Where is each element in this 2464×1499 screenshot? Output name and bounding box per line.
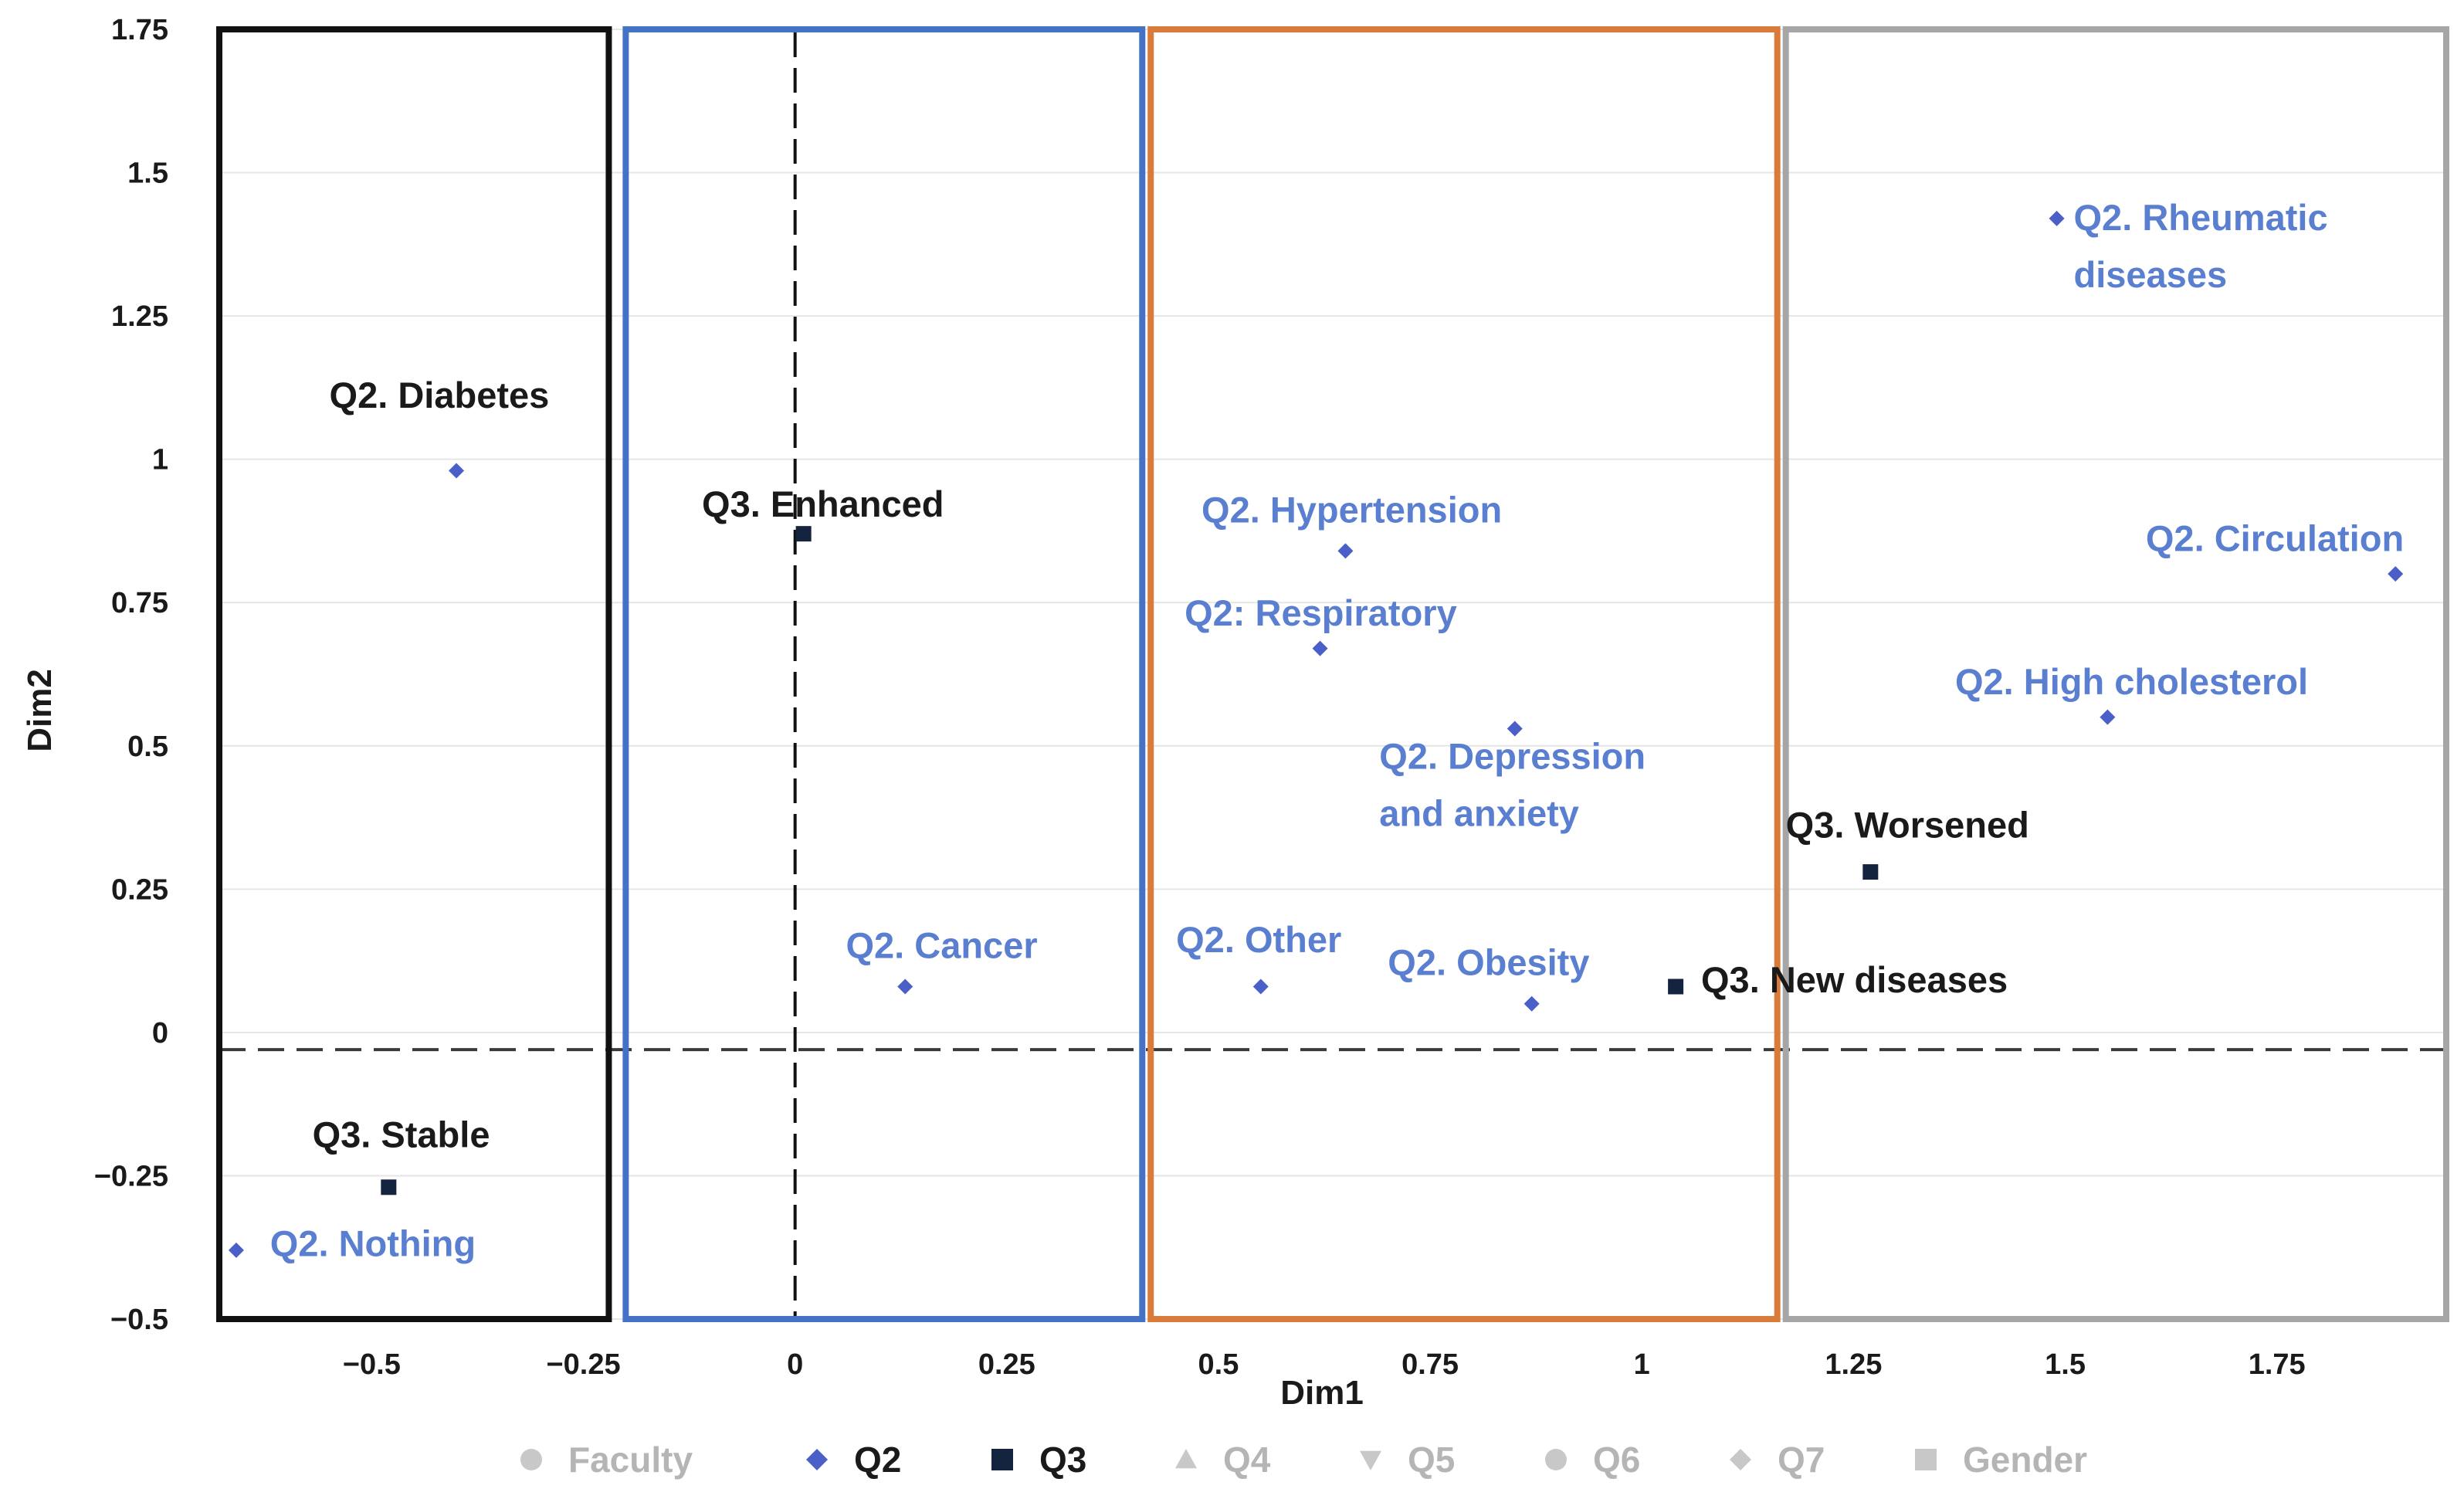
q2-point-marker — [2388, 566, 2404, 582]
y-tick-label: 0.5 — [127, 731, 168, 763]
y-tick-label: 0.25 — [111, 873, 168, 906]
q2-point-marker — [2100, 709, 2116, 725]
legend-item: Q7 — [1730, 1440, 1825, 1480]
legend-item: Gender — [1915, 1440, 2087, 1480]
y-axis-title: Dim2 — [21, 669, 59, 752]
y-tick-label: −0.5 — [110, 1304, 168, 1336]
legend-marker-square-icon — [991, 1449, 1013, 1470]
y-tick-label: 0 — [152, 1017, 168, 1050]
legend-item: Q5 — [1360, 1440, 1455, 1480]
q3-point-label: Q3. Enhanced — [702, 483, 944, 524]
x-tick-label: 1 — [1634, 1348, 1650, 1381]
y-tick-label: 1 — [152, 444, 168, 476]
q2-point-marker — [1312, 640, 1328, 656]
legend-marker-diamond-icon — [1730, 1449, 1751, 1470]
y-tick-label: 1.25 — [111, 300, 168, 333]
x-tick-label: 0.75 — [1401, 1348, 1459, 1381]
x-tick-label: 0 — [787, 1348, 803, 1381]
region-cluster-3 — [1147, 26, 1781, 1322]
q2-point-marker — [449, 463, 465, 479]
q2-point-label: Q2. Rheumatic diseases — [2074, 197, 2328, 295]
x-tick-label: 1.5 — [2045, 1348, 2086, 1381]
x-tick-label: −0.25 — [546, 1348, 620, 1381]
q3-point-marker — [1862, 864, 1879, 880]
q2-point-marker — [1252, 978, 1269, 995]
legend-item: Q6 — [1545, 1440, 1640, 1480]
q3-point-marker — [795, 526, 812, 542]
q3-point-marker — [381, 1179, 397, 1195]
legend-marker-diamond-icon — [806, 1449, 828, 1470]
q2-point-label: Q2. Hypertension — [1201, 489, 1502, 530]
y-tick-label: 1.5 — [127, 158, 168, 190]
q2-point-label: Q2. High cholesterol — [1955, 661, 2308, 702]
legend-marker-square-icon — [1915, 1449, 1937, 1470]
q3-point-label: Q3. Worsened — [1786, 805, 2029, 846]
region-cluster-4 — [1782, 26, 2449, 1322]
legend-marker-circle-icon — [520, 1449, 542, 1470]
q2-point-label: Q2. Obesity — [1388, 942, 1589, 983]
q3-point-label: Q3. Stable — [313, 1114, 490, 1155]
x-tick-label: 0.25 — [978, 1348, 1035, 1381]
q2-point-marker — [1523, 995, 1540, 1012]
legend-item: Q4 — [1175, 1440, 1271, 1480]
legend-label: Q5 — [1408, 1440, 1455, 1480]
legend-label: Q6 — [1593, 1440, 1640, 1480]
q2-point-label: Q2. Nothing — [270, 1223, 476, 1263]
y-tick-label: 1.75 — [111, 14, 168, 46]
q2-point-marker — [1337, 543, 1354, 559]
q2-point-marker — [897, 978, 913, 995]
q3-point-label: Q3. New diseases — [1701, 959, 2008, 1000]
y-tick-label: −0.25 — [94, 1160, 168, 1192]
legend-label: Q2 — [854, 1440, 901, 1480]
legend-item: Faculty — [520, 1440, 693, 1480]
x-tick-label: 1.75 — [2249, 1348, 2306, 1381]
region-cluster-1 — [216, 26, 612, 1322]
q2-point-label: Q2: Respiratory — [1185, 592, 1457, 633]
x-tick-label: −0.5 — [343, 1348, 401, 1381]
x-axis-title: Dim1 — [1280, 1374, 1364, 1412]
q2-point-marker — [1507, 721, 1523, 737]
q2-point-label: Q2. Circulation — [2146, 517, 2404, 558]
q2-point-label: Q2. Cancer — [846, 924, 1037, 965]
legend-marker-triangle-up-icon — [1175, 1449, 1197, 1469]
legend-item: Q2 — [806, 1440, 901, 1480]
legend-label: Q7 — [1778, 1440, 1825, 1480]
y-tick-label: 0.75 — [111, 587, 168, 619]
q2-point-label: Q2. Diabetes — [330, 375, 550, 415]
region-cluster-2 — [622, 26, 1146, 1322]
legend-marker-triangle-down-icon — [1360, 1450, 1381, 1470]
legend-label: Gender — [1963, 1440, 2087, 1480]
q2-point-label: Q2. Depression and anxiety — [1379, 735, 1645, 833]
q2-point-label: Q2. Other — [1176, 919, 1341, 960]
q3-point-marker — [1668, 978, 1684, 995]
x-tick-label: 0.5 — [1198, 1348, 1239, 1381]
x-tick-label: 1.25 — [1825, 1348, 1882, 1381]
legend-label: Faculty — [568, 1440, 693, 1480]
q2-point-marker — [2049, 210, 2065, 226]
legend-label: Q4 — [1223, 1440, 1271, 1480]
legend-marker-circle-icon — [1545, 1449, 1567, 1470]
q2-point-marker — [228, 1242, 244, 1258]
legend-item: Q3 — [991, 1440, 1086, 1480]
legend-label: Q3 — [1039, 1440, 1086, 1480]
